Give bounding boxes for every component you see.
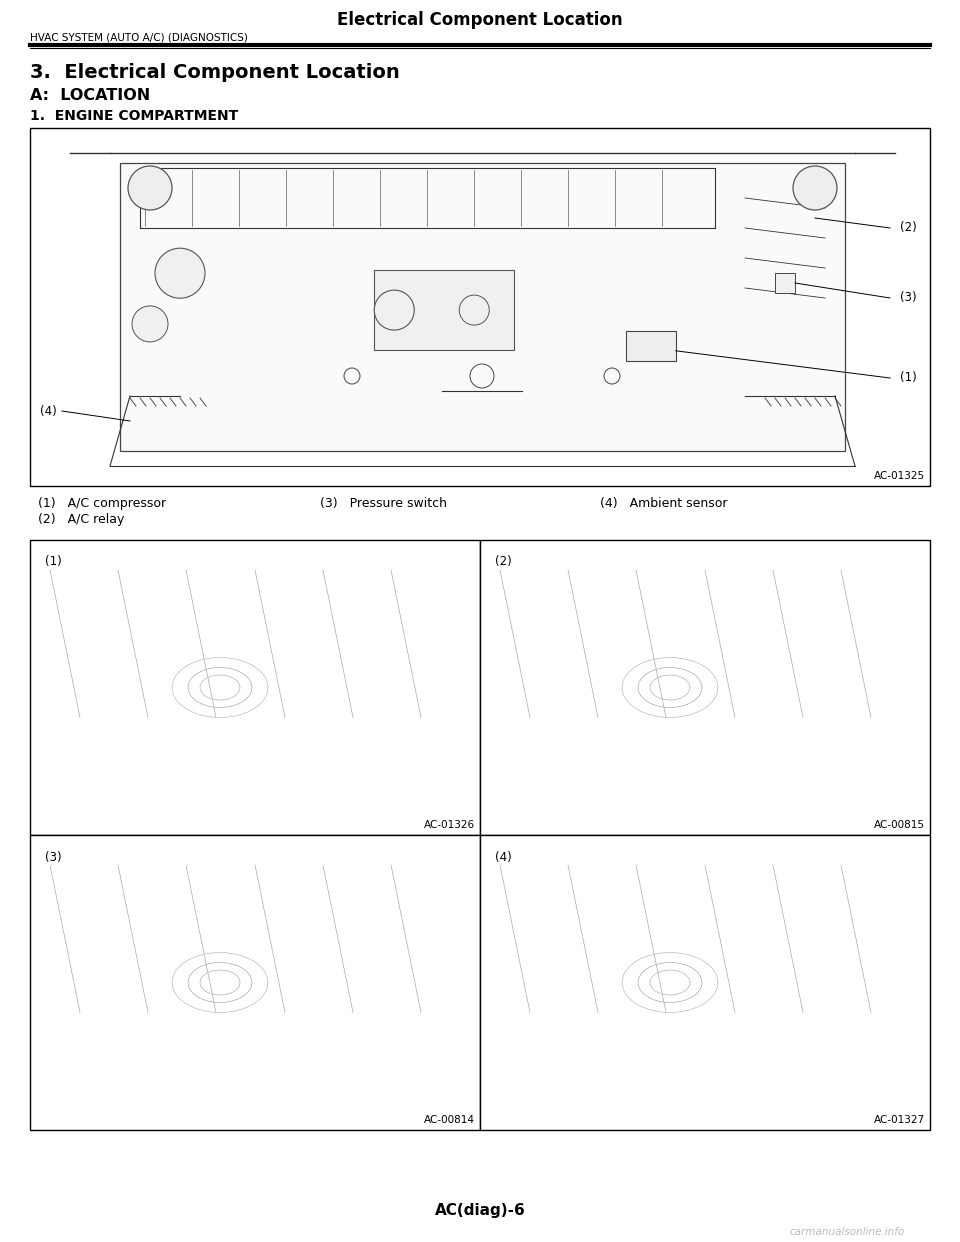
Circle shape [374, 291, 415, 330]
Bar [120, 163, 845, 451]
Text: (4): (4) [495, 851, 512, 863]
Circle shape [459, 296, 490, 325]
Bar [30, 835, 480, 1130]
Text: (3)   Pressure switch: (3) Pressure switch [320, 498, 447, 510]
Text: 3.  Electrical Component Location: 3. Electrical Component Location [30, 62, 399, 82]
Text: HVAC SYSTEM (AUTO A/C) (DIAGNOSTICS): HVAC SYSTEM (AUTO A/C) (DIAGNOSTICS) [30, 34, 248, 43]
Bar [480, 835, 930, 1130]
Text: (2): (2) [495, 555, 512, 569]
Circle shape [793, 166, 837, 210]
Text: 1.  ENGINE COMPARTMENT: 1. ENGINE COMPARTMENT [30, 109, 238, 123]
Circle shape [155, 248, 205, 298]
Text: Electrical Component Location: Electrical Component Location [337, 11, 623, 29]
Text: (1): (1) [900, 371, 917, 385]
Bar [775, 273, 795, 293]
Circle shape [132, 306, 168, 342]
Text: (1)   A/C compressor: (1) A/C compressor [38, 498, 166, 510]
Bar [626, 330, 676, 360]
Text: (3): (3) [45, 851, 61, 863]
Text: (2)   A/C relay: (2) A/C relay [38, 513, 125, 527]
Text: AC-00815: AC-00815 [874, 820, 925, 830]
Bar [374, 270, 515, 350]
Text: AC-01326: AC-01326 [424, 820, 475, 830]
Text: (2): (2) [900, 221, 917, 235]
Text: (4): (4) [40, 405, 57, 417]
Text: AC(diag)-6: AC(diag)-6 [435, 1202, 525, 1217]
Text: AC-00814: AC-00814 [424, 1115, 475, 1125]
Text: A:  LOCATION: A: LOCATION [30, 88, 151, 103]
Bar [30, 540, 480, 835]
Text: carmanualsonline.info: carmanualsonline.info [790, 1227, 905, 1237]
Circle shape [128, 166, 172, 210]
Text: (4)   Ambient sensor: (4) Ambient sensor [600, 498, 728, 510]
Bar [30, 128, 930, 486]
Bar [480, 540, 930, 835]
Text: (3): (3) [900, 292, 917, 304]
Text: (1): (1) [45, 555, 61, 569]
Text: AC-01325: AC-01325 [874, 471, 925, 481]
Text: AC-01327: AC-01327 [874, 1115, 925, 1125]
